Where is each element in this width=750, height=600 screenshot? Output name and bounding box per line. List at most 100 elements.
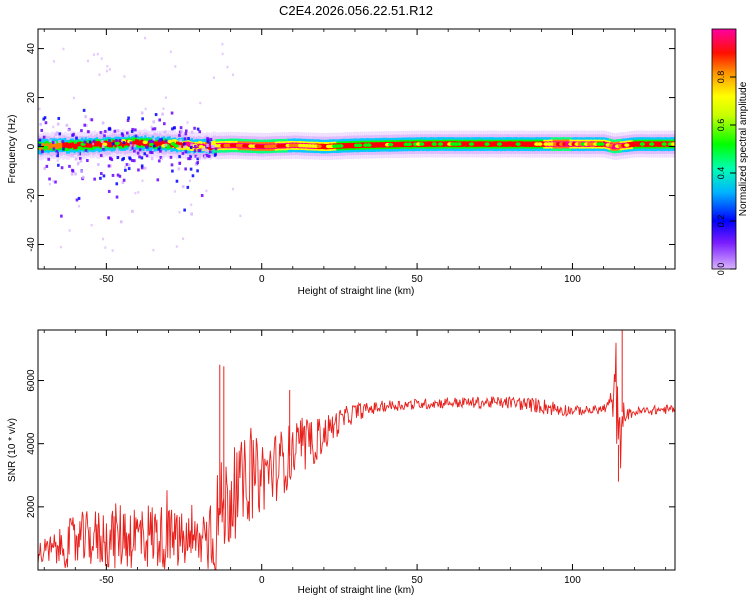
spectrogram-outlier	[141, 179, 144, 183]
spectrogram-outlier	[77, 163, 80, 166]
spectrogram-outlier	[78, 204, 81, 208]
spectrogram-noise	[115, 147, 119, 151]
spectrogram-noise	[198, 155, 201, 159]
y-tick-label: 6000	[26, 369, 37, 392]
snr-series-line	[38, 342, 675, 570]
spectrogram-noise	[198, 130, 202, 134]
spectrogram-cell	[375, 142, 378, 148]
spectrogram-cell	[136, 139, 140, 146]
spectrogram-noise	[193, 126, 196, 130]
spectrogram-outlier	[86, 59, 89, 63]
spectrogram-hotspot	[338, 144, 344, 148]
spectrogram-hotspot	[537, 142, 543, 146]
spectrogram-cell	[84, 141, 87, 148]
x-tick-label: 0	[259, 575, 265, 586]
spectrogram-cell	[474, 141, 477, 147]
spectrogram-cell	[189, 142, 192, 148]
spectrogram-outlier	[144, 107, 147, 111]
spectrogram-noise	[115, 139, 118, 143]
spectrogram-noise	[54, 133, 58, 137]
spectrogram-cell	[65, 142, 69, 148]
spectrogram-noise	[107, 216, 110, 220]
spectrogram-cell	[146, 141, 149, 148]
spectrogram-noise	[101, 140, 104, 144]
spectrogram-outlier	[162, 107, 165, 110]
spectrogram-panel: -50 0 50 100 -40 -20 0 20 40 Height of straight …	[7, 28, 676, 297]
spectrogram-noise	[127, 163, 131, 167]
spectrogram-noise	[83, 140, 87, 144]
spectrogram-cell	[77, 142, 80, 148]
spectrogram-noise	[68, 164, 71, 168]
spectrogram-cell	[47, 144, 50, 151]
spectrogram-cell	[95, 141, 99, 147]
spectrogram-noise	[102, 174, 106, 178]
spectrogram-cell	[524, 141, 527, 147]
spectrogram-cell	[666, 141, 669, 147]
spectrogram-noise	[51, 140, 55, 144]
spectrogram-noise	[134, 128, 137, 132]
spectrogram-noise	[134, 134, 138, 138]
spectrogram-outlier	[56, 159, 59, 162]
spectrogram-noise	[127, 167, 131, 171]
spectrogram-cell	[509, 141, 512, 147]
spectrogram-noise	[152, 144, 156, 148]
spectrogram-outlier	[101, 237, 104, 241]
spectrogram-noise	[57, 163, 60, 167]
spectrogram-noise	[159, 149, 162, 153]
spectrogram-noise	[57, 116, 61, 120]
spectrogram-noise	[116, 156, 120, 160]
spectrogram-outlier	[134, 191, 137, 195]
spectrogram-cell	[179, 142, 182, 148]
spectrogram-cell	[522, 141, 526, 147]
spectrogram-outlier	[123, 75, 126, 78]
spectrogram-cell	[381, 142, 384, 148]
spectrogram-noise	[116, 173, 120, 177]
spectrogram-outlier	[124, 165, 127, 169]
spectrogram-noise	[99, 172, 103, 176]
spectrogram-cell	[321, 143, 324, 150]
spectrogram-noise	[183, 145, 187, 149]
spectrogram-outlier	[55, 152, 58, 155]
spectrogram-outlier	[62, 47, 65, 51]
spectrogram-noise	[184, 129, 188, 133]
spectrogram-cell	[379, 142, 382, 148]
spectrogram-noise	[61, 140, 65, 144]
spectrogram-noise	[80, 129, 83, 133]
spectrogram-noise	[184, 167, 187, 171]
spectrogram-cell	[343, 143, 347, 149]
spectrogram-ylabel: Frequency (Hz)	[7, 115, 18, 184]
spectrogram-hotspot	[515, 142, 521, 146]
spectrogram-noise	[129, 141, 133, 145]
spectrogram-cell	[492, 141, 496, 147]
spectrogram-outlier	[38, 107, 41, 111]
spectrogram-outlier	[111, 249, 114, 252]
spectrogram-noise	[41, 149, 44, 153]
spectrogram-noise	[121, 133, 125, 137]
spectrogram-cell	[423, 141, 427, 147]
spectrogram-xlabel: Height of straight line (km)	[298, 286, 415, 297]
spectrogram-noise	[152, 137, 156, 141]
spectrogram-noise	[143, 152, 147, 156]
spectrogram-noise	[109, 157, 112, 161]
spectrogram-cell	[643, 141, 647, 147]
spectrogram-noise	[175, 179, 179, 183]
figure-title: C2E4.2026.056.22.51.R12	[279, 3, 433, 18]
spectrogram-noise	[90, 118, 94, 122]
spectrogram-noise	[149, 150, 152, 154]
spectrogram-cell	[629, 142, 632, 148]
spectrogram-noise	[207, 154, 211, 158]
spectrogram-cell	[541, 141, 544, 147]
y-tick-label: -20	[26, 188, 37, 203]
spectrogram-hotspot	[167, 139, 173, 144]
spectrogram-cell	[489, 141, 492, 147]
spectrogram-noise	[85, 123, 88, 127]
spectrogram-noise	[39, 122, 43, 126]
spectrogram-noise	[124, 168, 127, 172]
spectrogram-cell	[67, 143, 71, 149]
spectrogram-outlier	[232, 187, 235, 191]
spectrogram-cell	[399, 141, 402, 148]
spectrogram-noise	[190, 152, 194, 156]
spectrogram-noise	[184, 150, 188, 154]
spectrogram-outlier	[175, 152, 178, 155]
